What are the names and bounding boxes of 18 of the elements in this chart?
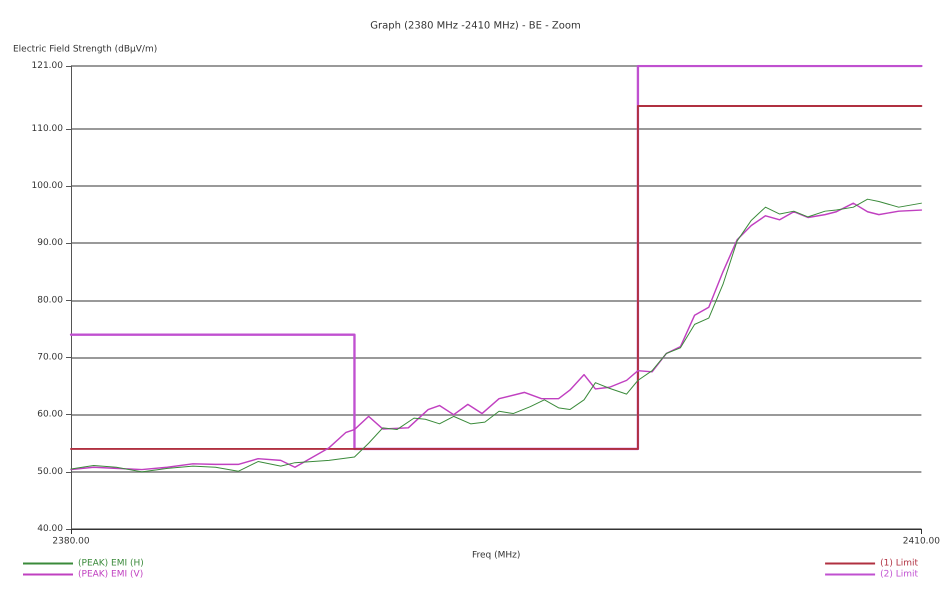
y-tick-label: 40.00: [37, 524, 64, 534]
y-tick-label: 110.00: [32, 124, 64, 134]
y-tick-label: 70.00: [37, 352, 64, 363]
y-tick-label: 121.00: [32, 61, 64, 71]
x-tick-label: 2410.00: [902, 536, 940, 546]
y-tick-label: 60.00: [37, 410, 64, 420]
y-axis-title: Electric Field Strength (dBµV/m): [13, 44, 158, 54]
y-tick-label: 50.00: [37, 466, 64, 477]
text: (PEAK) EMI (H): [78, 558, 144, 568]
x-axis-title: Freq (MHz): [472, 550, 520, 560]
text: (1) Limit: [880, 558, 918, 568]
y-tick-label: 80.00: [37, 295, 64, 306]
y-tick-label: 90.00: [37, 238, 64, 248]
chart-title: Graph (2380 MHz -2410 MHz) - BE - Zoom: [370, 20, 581, 32]
text: (PEAK) EMI (V): [78, 570, 144, 580]
x-tick-label: 2380.00: [52, 536, 90, 546]
text: (2) Limit: [880, 570, 918, 580]
y-tick-label: 100.00: [32, 181, 64, 192]
